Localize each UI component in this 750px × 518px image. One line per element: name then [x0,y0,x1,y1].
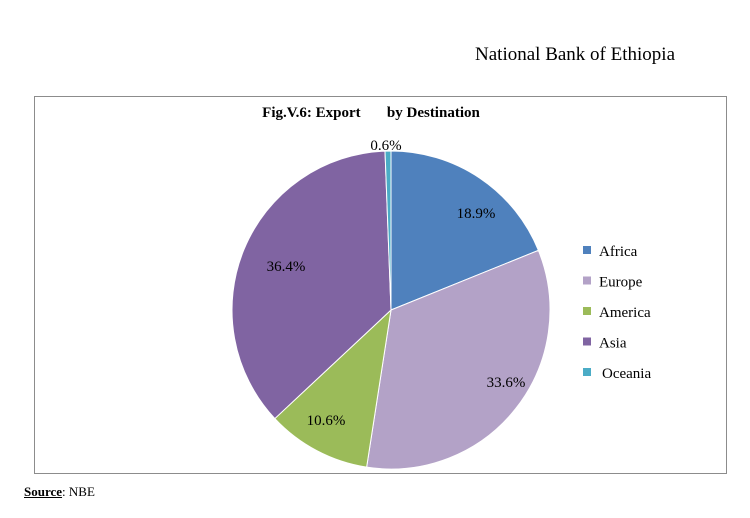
legend-label-africa: Africa [599,244,638,260]
data-label-america: 10.6% [307,413,346,429]
header-institution: National Bank of Ethiopia [475,44,675,65]
source-note: Source: NBE [24,484,95,500]
data-label-europe: 33.6% [487,375,526,391]
data-label-africa: 18.9% [457,206,496,222]
pie-slice-africa [390,150,540,311]
data-label-oceania: 0.6% [370,138,401,154]
pie-slice-america [274,308,392,468]
legend-swatch-oceania [583,368,591,376]
legend-swatch-asia [583,337,591,346]
legend-swatch-europe [583,276,591,285]
legend-label-europe: Europe [599,275,643,291]
source-label: Source [24,484,63,499]
data-label-asia: 36.4% [267,259,306,275]
chart-frame [34,96,727,474]
source-value: : NBE [62,484,95,499]
legend-swatch-africa [583,246,591,254]
chart-title: Fig.V.6: Export by Destination [262,105,480,121]
pie-slice-europe [366,249,551,470]
legend-label-asia: Asia [599,336,627,352]
legend-label-america: America [599,305,651,321]
legend-swatch-america [583,307,591,315]
pie-slice-asia [231,150,392,420]
legend-label-oceania: Oceania [602,366,651,382]
pie-slice-oceania [384,150,392,311]
